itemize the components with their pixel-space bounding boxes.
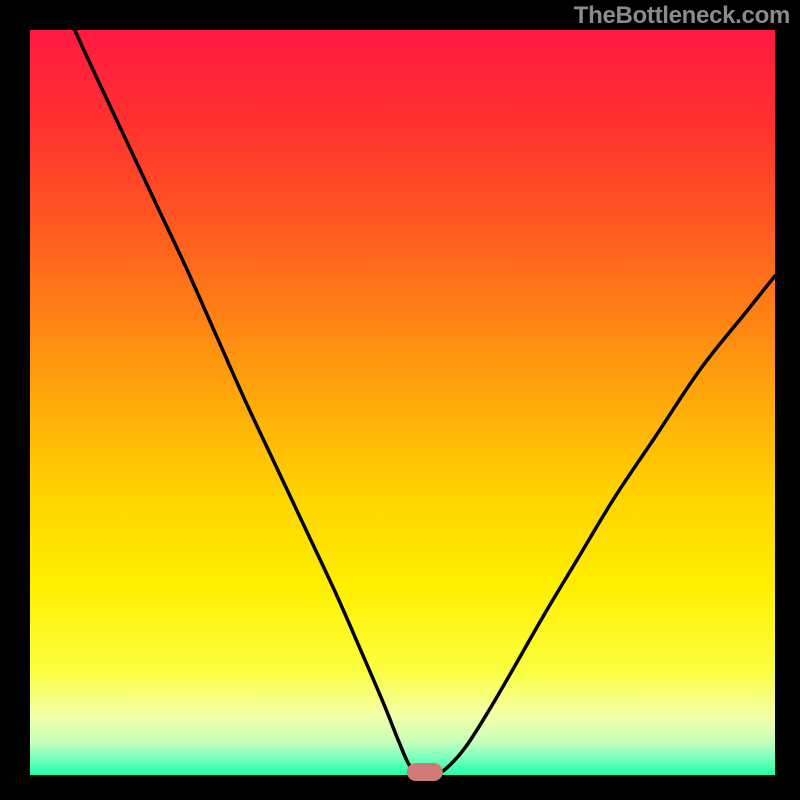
watermark-text: TheBottleneck.com <box>574 2 790 30</box>
bottleneck-chart <box>0 0 800 800</box>
plot-gradient-bg <box>30 30 775 775</box>
bottleneck-marker <box>407 763 443 781</box>
